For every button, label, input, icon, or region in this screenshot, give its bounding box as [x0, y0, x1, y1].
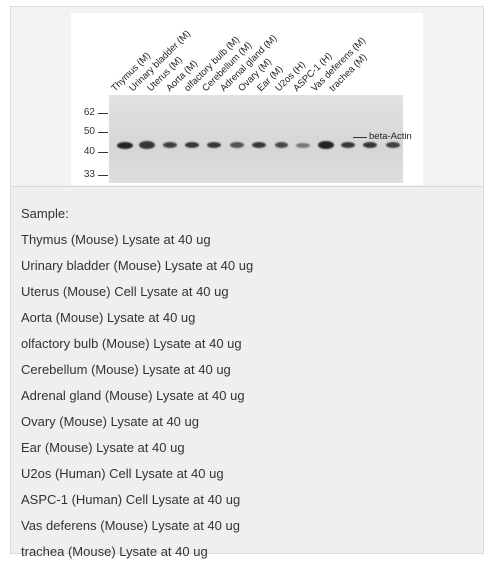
legend-list: Thymus (Mouse) Lysate at 40 ug Urinary bl… [21, 227, 253, 565]
protein-band [184, 142, 199, 148]
mw-marker-33: 33 [83, 169, 95, 180]
legend-item: Adrenal gland (Mouse) Lysate at 40 ug [21, 388, 245, 403]
protein-band [296, 142, 311, 148]
image-panel: 62 50 40 33 beta-Actin Thymus (M) Urinary… [11, 7, 483, 187]
legend-item: Thymus (Mouse) Lysate at 40 ug [21, 232, 211, 247]
legend-heading: Sample: [21, 206, 69, 221]
legend-item: Vas deferens (Mouse) Lysate at 40 ug [21, 518, 240, 533]
protein-band [385, 142, 400, 148]
protein-band [207, 142, 222, 148]
legend-item: Urinary bladder (Mouse) Lysate at 40 ug [21, 258, 254, 273]
legend-item: Uterus (Mouse) Cell Lysate at 40 ug [21, 284, 229, 299]
mw-marker-62: 62 [83, 107, 95, 118]
protein-band [229, 142, 244, 148]
legend-item: olfactory bulb (Mouse) Lysate at 40 ug [21, 336, 242, 351]
protein-band [117, 141, 133, 149]
mw-marker-40: 40 [83, 146, 95, 157]
protein-band [363, 142, 378, 148]
target-label: beta-Actin [369, 131, 412, 142]
mw-tick-50 [98, 132, 108, 133]
sample-legend: Sample: Thymus (Mouse) Lysate at 40 ug Ur… [21, 201, 253, 565]
protein-band [274, 142, 288, 148]
mw-tick-40 [98, 152, 108, 153]
mw-tick-33 [98, 175, 108, 176]
legend-item: U2os (Human) Cell Lysate at 40 ug [21, 466, 224, 481]
legend-item: Ovary (Mouse) Lysate at 40 ug [21, 414, 199, 429]
blot-membrane [109, 95, 403, 183]
mw-tick-62 [98, 113, 108, 114]
mw-marker-50: 50 [83, 126, 95, 137]
protein-band [162, 142, 177, 148]
protein-band [317, 141, 334, 149]
legend-item: Aorta (Mouse) Lysate at 40 ug [21, 310, 196, 325]
legend-item: trachea (Mouse) Lysate at 40 ug [21, 544, 208, 559]
western-blot-figure: 62 50 40 33 beta-Actin Thymus (M) Urinary… [71, 13, 423, 185]
legend-item: ASPC-1 (Human) Cell Lysate at 40 ug [21, 492, 241, 507]
legend-item: Cerebellum (Mouse) Lysate at 40 ug [21, 362, 231, 377]
legend-item: Ear (Mouse) Lysate at 40 ug [21, 440, 185, 455]
protein-band [341, 142, 355, 148]
protein-band [251, 142, 266, 148]
protein-band [139, 141, 156, 149]
product-image-card: 62 50 40 33 beta-Actin Thymus (M) Urinary… [10, 6, 484, 559]
target-pointer-line [353, 137, 367, 138]
